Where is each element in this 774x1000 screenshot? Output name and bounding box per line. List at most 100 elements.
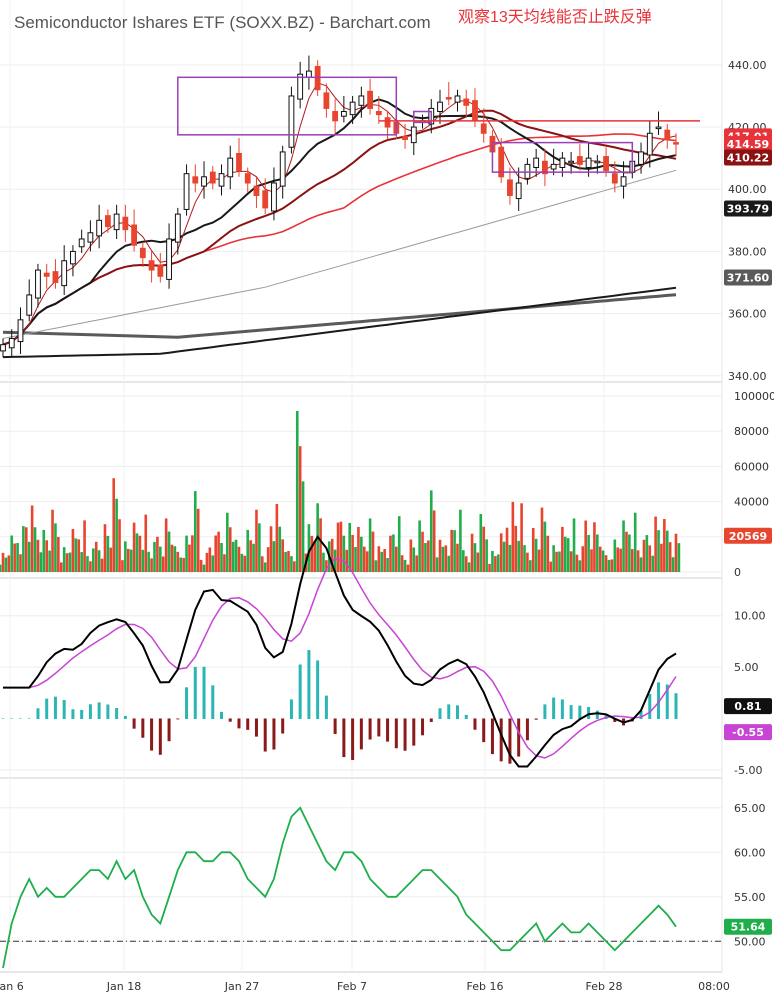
volume-bar [569, 551, 573, 572]
volume-bar [479, 514, 483, 572]
volume-bar [246, 529, 250, 572]
candle-body [620, 176, 627, 187]
volume-bar [74, 538, 78, 572]
volume-bar [260, 556, 264, 572]
volume-bar [275, 504, 279, 572]
candle-body [454, 95, 461, 103]
volume-bar [572, 518, 576, 572]
volume-bar [13, 543, 16, 572]
volume-bar [397, 516, 401, 572]
volume-bar [418, 520, 421, 572]
macd-histogram-bar [665, 684, 669, 719]
macd-histogram-bar [578, 705, 582, 719]
volume-bar [284, 552, 287, 572]
volume-bar [412, 547, 416, 572]
macd-histogram-bar [473, 718, 477, 730]
volume-bar [668, 542, 672, 572]
volume-bar [421, 531, 424, 572]
macd-signal-line [3, 557, 677, 759]
candle-body [113, 213, 120, 231]
volume-bar [132, 522, 136, 572]
rsi-tag-bg [724, 918, 772, 935]
volume-bar [211, 555, 215, 572]
volume-bar [342, 535, 346, 572]
macd-histogram-bar [351, 718, 355, 760]
volume-tick-label: 40000 [734, 496, 769, 509]
volume-bar [555, 551, 558, 572]
volume-bar [141, 549, 145, 572]
volume-bar [92, 548, 95, 572]
macd-histogram-bar [368, 718, 372, 740]
volume-bar [252, 543, 255, 572]
volume-bar [473, 543, 477, 572]
volume-bar [374, 560, 378, 572]
rsi-tick-label: 60.00 [734, 846, 766, 859]
price-tag-2: 410.22 [727, 151, 769, 164]
candle-body [603, 156, 609, 172]
macd-histogram-bar [263, 718, 267, 752]
candle-body [174, 213, 181, 243]
macd-tick-label: 5.00 [734, 661, 759, 674]
volume-bar [540, 507, 544, 572]
volume-bar [237, 546, 241, 572]
macd-histogram-bar [27, 718, 31, 719]
x-tick-label: Feb 28 [586, 980, 623, 993]
candle-body [87, 232, 94, 243]
macd-tag-0-bg [724, 698, 772, 715]
volume-bar [526, 552, 529, 572]
volume-bar [651, 555, 654, 572]
volume-bar [622, 520, 625, 572]
volume-bar [360, 536, 363, 572]
price-tick-label: 400.00 [728, 183, 767, 196]
macd-histogram-bar [185, 687, 189, 719]
volume-bar [613, 539, 617, 572]
macd-histogram-bar [569, 705, 573, 719]
volume-bar [371, 531, 375, 572]
volume-bar [587, 534, 590, 572]
macd-tag-1: -0.55 [732, 726, 764, 739]
volume-bar [182, 557, 185, 572]
volume-bar [409, 539, 413, 572]
volume-bar [54, 523, 57, 572]
volume-bar [351, 534, 354, 572]
macd-histogram-bar [595, 710, 599, 719]
candle-body [122, 216, 129, 231]
volume-bar [39, 552, 43, 572]
candle-body [131, 224, 138, 246]
macd-histogram-bar [167, 718, 171, 742]
macd-histogram-bar [272, 718, 276, 750]
volume-bar [677, 543, 681, 572]
volume-bar [447, 555, 451, 572]
macd-histogram-bar [490, 718, 494, 755]
candle-body [673, 142, 679, 145]
macd-histogram-bar [377, 718, 381, 737]
volume-bar [616, 547, 620, 572]
volume-bar [124, 541, 127, 572]
macd-histogram-bar [1, 718, 5, 719]
macd-histogram-bar [36, 708, 40, 719]
candle-body [498, 146, 505, 178]
candle-body [402, 135, 408, 140]
macd-histogram-bar [560, 699, 564, 719]
volume-bar [179, 557, 183, 572]
macd-histogram-bar [412, 718, 416, 746]
volume-bar [77, 539, 81, 572]
volume-bar [380, 551, 384, 572]
volume-bar [427, 540, 430, 572]
volume-tag: 20569 [729, 530, 767, 543]
macd-histogram-bar [674, 693, 678, 719]
x-tick-label: Jan 27 [224, 980, 259, 993]
volume-bar [494, 556, 497, 572]
macd-histogram-bar [97, 702, 101, 719]
volume-bar [596, 534, 599, 572]
volume-bar [202, 564, 206, 572]
volume-bar [581, 546, 585, 572]
macd-histogram-bar [307, 650, 311, 719]
volume-tag-bg [724, 527, 772, 544]
x-tick-label: Jan 6 [0, 980, 24, 993]
volume-bar [336, 522, 340, 572]
candle-body [541, 160, 548, 175]
macd-histogram-bar [254, 718, 258, 737]
volume-bar [633, 512, 637, 572]
volume-bar [590, 549, 593, 572]
